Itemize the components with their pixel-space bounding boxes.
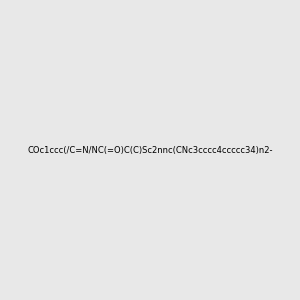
- Text: COc1ccc(/C=N/NC(=O)C(C)Sc2nnc(CNc3cccc4ccccc34)n2-: COc1ccc(/C=N/NC(=O)C(C)Sc2nnc(CNc3cccc4c…: [27, 146, 273, 154]
